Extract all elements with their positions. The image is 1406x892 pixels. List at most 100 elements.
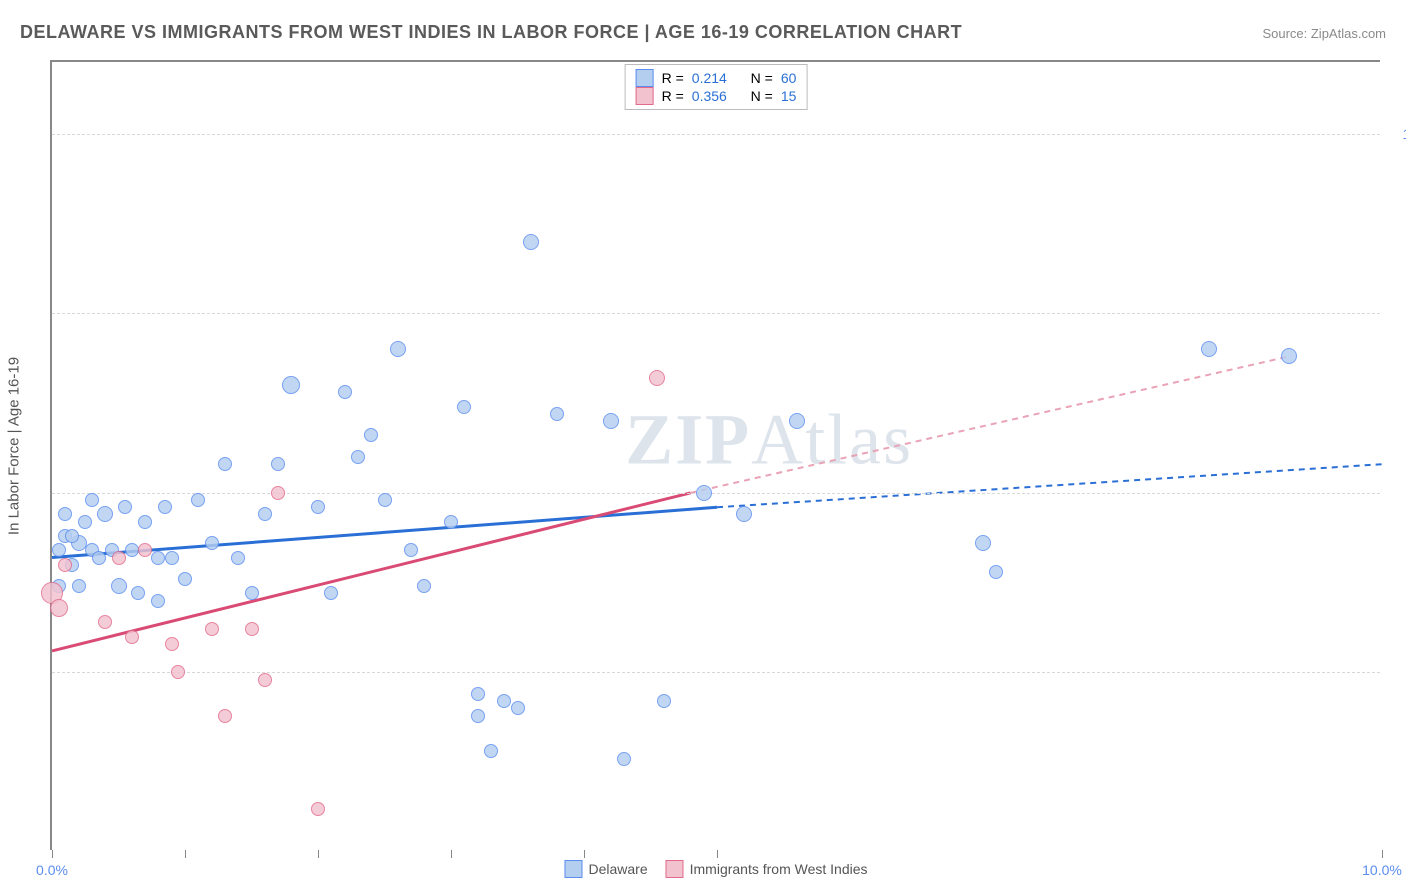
scatter-point xyxy=(989,565,1003,579)
scatter-point xyxy=(550,407,564,421)
chart-title: DELAWARE VS IMMIGRANTS FROM WEST INDIES … xyxy=(20,22,962,43)
scatter-point xyxy=(52,543,66,557)
scatter-point xyxy=(58,507,72,521)
scatter-point xyxy=(218,457,232,471)
scatter-point xyxy=(471,709,485,723)
x-tick-mark xyxy=(1382,850,1383,858)
gridline xyxy=(52,493,1380,494)
scatter-point xyxy=(72,579,86,593)
scatter-point xyxy=(131,586,145,600)
scatter-point xyxy=(92,551,106,565)
series-legend: Delaware Immigrants from West Indies xyxy=(564,860,867,878)
scatter-point xyxy=(311,802,325,816)
scatter-point xyxy=(471,687,485,701)
n-value-delaware: 60 xyxy=(781,70,797,86)
scatter-point xyxy=(112,551,126,565)
scatter-point xyxy=(1281,348,1297,364)
scatter-point xyxy=(338,385,352,399)
scatter-point xyxy=(511,701,525,715)
y-axis-label: In Labor Force | Age 16-19 xyxy=(6,357,23,535)
scatter-point xyxy=(158,500,172,514)
n-value-immigrants: 15 xyxy=(781,88,797,104)
scatter-point xyxy=(523,234,539,250)
scatter-point xyxy=(125,630,139,644)
scatter-point xyxy=(171,665,185,679)
x-tick-mark xyxy=(451,850,452,858)
scatter-point xyxy=(245,586,259,600)
r-label: R = xyxy=(662,70,684,86)
scatter-point xyxy=(151,551,165,565)
scatter-point xyxy=(649,370,665,386)
scatter-point xyxy=(444,515,458,529)
scatter-point xyxy=(125,543,139,557)
scatter-point xyxy=(165,637,179,651)
y-tick-label: 100.0% xyxy=(1403,126,1406,142)
scatter-point xyxy=(390,341,406,357)
correlation-legend: R = 0.214 N = 60 R = 0.356 N = 15 xyxy=(625,64,808,110)
gridline xyxy=(52,134,1380,135)
scatter-point xyxy=(205,622,219,636)
gridline xyxy=(52,672,1380,673)
n-label: N = xyxy=(751,88,773,104)
scatter-point xyxy=(111,578,127,594)
gridline xyxy=(52,313,1380,314)
r-value-delaware: 0.214 xyxy=(692,70,727,86)
scatter-point xyxy=(696,485,712,501)
swatch-delaware xyxy=(636,69,654,87)
x-tick-mark xyxy=(185,850,186,858)
source-label: Source: ZipAtlas.com xyxy=(1262,26,1386,41)
scatter-point xyxy=(78,515,92,529)
legend-label-delaware: Delaware xyxy=(588,861,647,877)
scatter-point xyxy=(975,535,991,551)
scatter-point xyxy=(231,551,245,565)
chart-plot-area: ZIPAtlas R = 0.214 N = 60 R = 0.356 N = … xyxy=(50,60,1380,850)
swatch-delaware xyxy=(564,860,582,878)
scatter-point xyxy=(271,486,285,500)
scatter-point xyxy=(484,744,498,758)
scatter-point xyxy=(364,428,378,442)
legend-label-immigrants: Immigrants from West Indies xyxy=(690,861,868,877)
scatter-point xyxy=(151,594,165,608)
scatter-point xyxy=(282,376,300,394)
x-tick-mark xyxy=(717,850,718,858)
correlation-row-delaware: R = 0.214 N = 60 xyxy=(636,69,797,87)
scatter-point xyxy=(736,506,752,522)
scatter-point xyxy=(97,506,113,522)
scatter-point xyxy=(351,450,365,464)
x-tick-mark xyxy=(584,850,585,858)
x-tick-mark xyxy=(52,850,53,858)
x-tick-label: 10.0% xyxy=(1362,862,1402,878)
scatter-point xyxy=(258,507,272,521)
scatter-point xyxy=(138,515,152,529)
swatch-immigrants xyxy=(636,87,654,105)
scatter-point xyxy=(497,694,511,708)
legend-item-immigrants: Immigrants from West Indies xyxy=(666,860,868,878)
x-tick-label: 0.0% xyxy=(36,862,68,878)
scatter-point xyxy=(457,400,471,414)
scatter-point xyxy=(118,500,132,514)
scatter-point xyxy=(324,586,338,600)
scatter-point xyxy=(165,551,179,565)
scatter-point xyxy=(603,413,619,429)
scatter-point xyxy=(205,536,219,550)
n-label: N = xyxy=(751,70,773,86)
scatter-point xyxy=(617,752,631,766)
x-tick-mark xyxy=(318,850,319,858)
scatter-point xyxy=(218,709,232,723)
scatter-point xyxy=(271,457,285,471)
scatter-point xyxy=(245,622,259,636)
scatter-point xyxy=(65,529,79,543)
scatter-point xyxy=(404,543,418,557)
swatch-immigrants xyxy=(666,860,684,878)
trendlines-svg xyxy=(52,62,1380,850)
scatter-point xyxy=(50,599,68,617)
r-label: R = xyxy=(662,88,684,104)
legend-item-delaware: Delaware xyxy=(564,860,647,878)
scatter-point xyxy=(98,615,112,629)
scatter-point xyxy=(789,413,805,429)
scatter-point xyxy=(178,572,192,586)
scatter-point xyxy=(138,543,152,557)
scatter-point xyxy=(378,493,392,507)
scatter-point xyxy=(311,500,325,514)
r-value-immigrants: 0.356 xyxy=(692,88,727,104)
